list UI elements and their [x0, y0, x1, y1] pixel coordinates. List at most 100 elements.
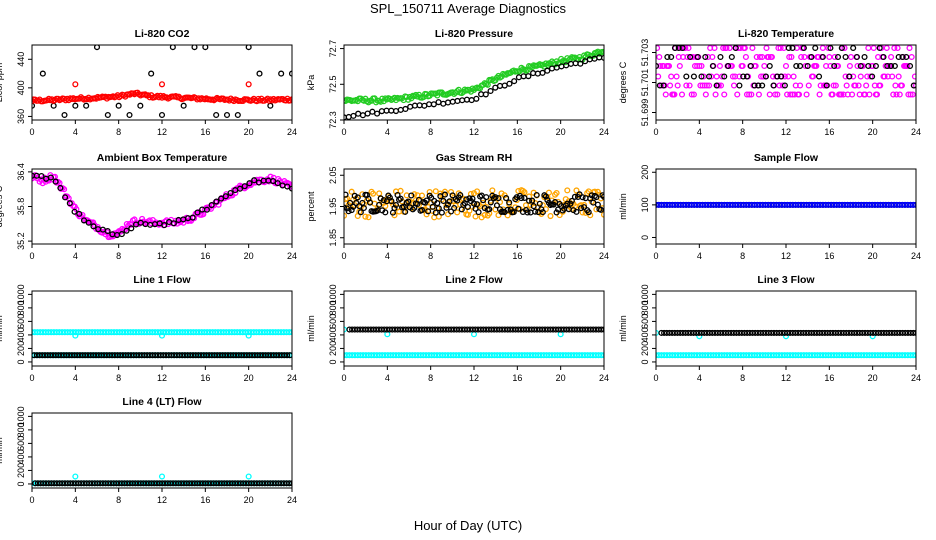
data-point — [432, 188, 439, 195]
data-point — [261, 329, 268, 336]
data-point — [217, 329, 224, 336]
data-point — [521, 189, 528, 196]
data-point — [748, 91, 755, 98]
data-point — [236, 329, 244, 336]
data-point — [737, 352, 744, 359]
data-point — [516, 352, 523, 359]
data-point — [842, 53, 849, 61]
data-point — [406, 352, 413, 359]
data-point — [830, 352, 837, 359]
data-point — [239, 329, 246, 336]
data-point — [732, 201, 739, 208]
data-point — [857, 73, 864, 80]
data-point — [496, 82, 504, 89]
data-point — [880, 352, 887, 359]
data-point — [530, 203, 537, 210]
data-point — [272, 329, 279, 336]
data-point — [443, 204, 450, 211]
y-tick-label: 1000 — [16, 284, 26, 304]
y-tick-label: 1.95 — [328, 198, 338, 216]
data-point — [408, 192, 415, 199]
data-point — [353, 199, 360, 206]
data-point — [658, 352, 665, 359]
data-point — [539, 209, 546, 216]
data-point — [505, 352, 512, 359]
data-point — [45, 329, 52, 336]
x-tick-label: 20 — [868, 373, 878, 383]
data-point — [486, 206, 493, 213]
data-point — [746, 91, 753, 98]
y-tick-label: 600 — [16, 314, 26, 329]
data-point — [748, 352, 755, 359]
data-point — [825, 45, 832, 52]
x-tick-label: 12 — [781, 373, 791, 383]
data-point — [362, 352, 369, 359]
data-point — [480, 197, 487, 204]
plot-area — [344, 48, 604, 120]
data-point — [288, 329, 292, 336]
data-point — [735, 352, 742, 359]
data-point — [444, 99, 452, 106]
data-point — [747, 62, 754, 70]
data-point — [105, 329, 112, 336]
data-point — [895, 53, 902, 61]
data-point — [90, 223, 97, 230]
data-point — [564, 187, 571, 194]
data-point — [843, 82, 850, 89]
x-tick-label: 20 — [244, 127, 254, 137]
y-tick-label: 35.2 — [16, 232, 26, 250]
data-point — [213, 111, 220, 119]
data-point — [716, 62, 723, 70]
data-point — [213, 198, 220, 205]
x-tick-label: 4 — [385, 251, 390, 261]
x-tick-label: 16 — [824, 251, 834, 261]
data-point — [158, 332, 166, 339]
data-point — [543, 352, 550, 359]
data-point — [486, 352, 493, 359]
data-point — [829, 91, 836, 98]
data-point — [713, 201, 720, 208]
data-point — [143, 329, 150, 336]
data-point — [759, 201, 766, 208]
data-point — [418, 207, 426, 214]
data-point — [475, 209, 482, 216]
data-point — [226, 329, 233, 336]
data-point — [492, 194, 499, 201]
x-tick-label: 12 — [469, 251, 479, 261]
data-point — [190, 329, 197, 336]
data-point — [111, 329, 118, 336]
data-point — [61, 329, 68, 336]
data-point — [97, 329, 104, 336]
data-point — [781, 73, 788, 80]
data-point — [174, 329, 181, 336]
data-point — [772, 91, 779, 98]
x-tick-label: 4 — [73, 373, 78, 383]
data-point — [506, 80, 513, 87]
data-point — [568, 352, 575, 359]
data-point — [360, 352, 367, 359]
data-point — [513, 352, 520, 359]
data-point — [510, 209, 517, 216]
y-tick-label: 600 — [16, 436, 26, 451]
data-point — [38, 172, 45, 180]
data-point — [576, 352, 583, 359]
data-point — [264, 329, 271, 336]
data-point — [434, 200, 441, 207]
plot-frame — [31, 412, 293, 489]
data-point — [472, 352, 479, 359]
data-point — [553, 209, 560, 216]
data-point — [798, 53, 805, 61]
data-point — [478, 91, 485, 98]
data-point — [819, 45, 826, 52]
data-point — [122, 226, 129, 233]
data-point — [100, 329, 107, 336]
data-point — [899, 201, 906, 208]
data-point — [873, 91, 881, 98]
data-point — [737, 201, 744, 208]
data-point — [152, 329, 159, 336]
data-point — [288, 480, 292, 487]
x-tick-label: 20 — [556, 127, 566, 137]
data-point — [906, 45, 913, 52]
data-point — [907, 91, 914, 98]
data-point — [592, 352, 599, 359]
